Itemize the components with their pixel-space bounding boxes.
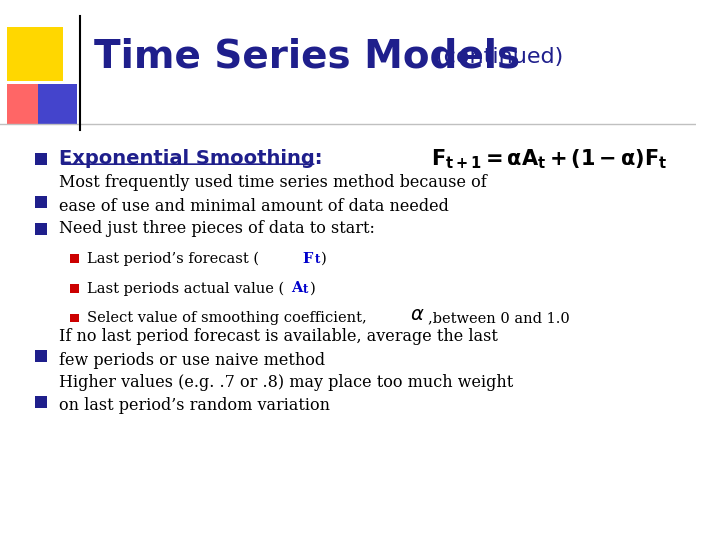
Bar xyxy=(70,314,78,322)
Bar xyxy=(70,254,78,263)
FancyBboxPatch shape xyxy=(38,84,76,124)
Text: Last periods actual value (: Last periods actual value ( xyxy=(87,281,284,295)
Text: Select value of smoothing coefficient,: Select value of smoothing coefficient, xyxy=(87,311,366,325)
Text: Need just three pieces of data to start:: Need just three pieces of data to start: xyxy=(59,220,375,238)
Text: $\alpha$: $\alpha$ xyxy=(410,305,425,324)
FancyBboxPatch shape xyxy=(7,84,45,124)
Text: t: t xyxy=(302,283,308,296)
Text: ): ) xyxy=(310,281,315,295)
Bar xyxy=(35,350,48,362)
Text: Time Series Models: Time Series Models xyxy=(94,38,520,76)
Text: Exponential Smoothing:: Exponential Smoothing: xyxy=(59,149,323,168)
Text: t: t xyxy=(315,253,320,266)
Text: ): ) xyxy=(321,252,327,266)
Text: Higher values (e.g. .7 or .8) may place too much weight
on last period’s random : Higher values (e.g. .7 or .8) may place … xyxy=(59,374,513,415)
FancyBboxPatch shape xyxy=(7,27,63,81)
Bar xyxy=(35,153,48,165)
Text: F: F xyxy=(302,252,313,266)
Text: A: A xyxy=(291,281,302,295)
Bar xyxy=(35,196,48,208)
Text: Most frequently used time series method because of
ease of use and minimal amoun: Most frequently used time series method … xyxy=(59,174,487,214)
Text: Last period’s forecast (: Last period’s forecast ( xyxy=(87,252,259,266)
Text: (continued): (continued) xyxy=(435,46,563,67)
Bar xyxy=(35,223,48,235)
Text: ,between 0 and 1.0: ,between 0 and 1.0 xyxy=(428,311,570,325)
Bar xyxy=(35,396,48,408)
Text: $\mathbf{F_{t+1} = \alpha A_t + (1-\alpha)F_t}$: $\mathbf{F_{t+1} = \alpha A_t + (1-\alph… xyxy=(431,147,667,171)
Text: If no last period forecast is available, average the last
few periods or use nai: If no last period forecast is available,… xyxy=(59,328,498,368)
Bar xyxy=(70,284,78,293)
